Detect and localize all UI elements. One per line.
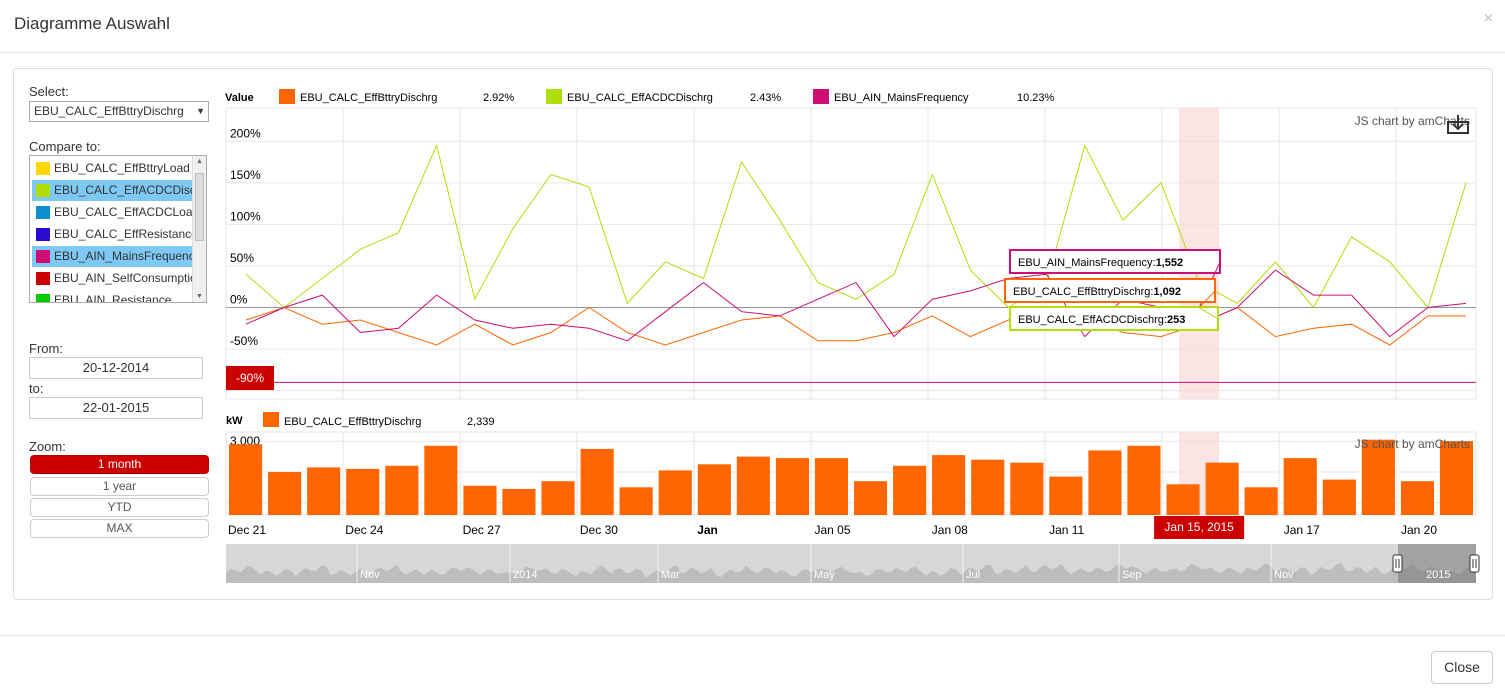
scrollbar-right-grip-icon[interactable]	[1470, 555, 1479, 572]
y-tick-label: 100%	[230, 209, 261, 223]
volume-bar	[229, 444, 262, 515]
volume-bar	[1245, 487, 1278, 515]
volume-bar	[1206, 463, 1239, 515]
volume-bar	[581, 449, 614, 515]
balloon-text: EBU_CALC_EffBttryDischrg:1,092	[1013, 286, 1181, 298]
volume-bar	[502, 489, 535, 515]
scrollbar-label: May	[814, 569, 835, 581]
legend-marker[interactable]	[263, 412, 279, 427]
value-axis-title: Value	[225, 92, 254, 104]
scrollbar-label: Sep	[1122, 569, 1142, 581]
legend-label[interactable]: EBU_AIN_MainsFrequency	[834, 92, 969, 104]
stock-chart[interactable]: Value EBU_CALC_EffBttryDischrg 2.92% EBU_C…	[0, 0, 1505, 600]
value-series-lines	[246, 145, 1466, 345]
legend-marker[interactable]	[546, 89, 562, 104]
x-tick-label: Jan 17	[1284, 523, 1320, 537]
legend-marker[interactable]	[279, 89, 295, 104]
legend-value: 2.43%	[750, 92, 781, 104]
volume-bar	[776, 458, 809, 515]
y-tick-label: -50%	[230, 334, 258, 348]
legend-value: 2,339	[467, 416, 495, 428]
legend-label[interactable]: EBU_CALC_EffACDCDischrg	[567, 92, 713, 104]
volume-bar	[620, 487, 653, 515]
volume-bar	[854, 481, 887, 515]
volume-bar	[463, 486, 496, 515]
x-tick-label: Dec 30	[580, 523, 618, 537]
volume-bar	[1284, 458, 1317, 515]
value-panel: Value EBU_CALC_EffBttryDischrg 2.92% EBU_C…	[225, 89, 1476, 399]
scrollbar-label: Jul	[966, 569, 980, 581]
legend-value: 10.23%	[1017, 92, 1055, 104]
x-tick-label: Jan 20	[1401, 523, 1437, 537]
y-tick-label: 150%	[230, 168, 261, 182]
chart-scrollbar[interactable]: Nov 2014 Mar May Jul Sep Nov 2015	[226, 544, 1479, 583]
volume-bar	[737, 457, 770, 515]
scrollbar-label: Nov	[360, 569, 380, 581]
value-vertical-grid	[343, 108, 1396, 399]
volume-bar	[971, 460, 1004, 515]
x-tick-label: Jan 11	[1049, 523, 1084, 537]
volume-bar	[1010, 463, 1043, 515]
volume-bar	[385, 466, 418, 515]
volume-bar	[1127, 446, 1160, 515]
x-tick-label: Jan 05	[815, 523, 851, 537]
x-tick-label: Jan 08	[932, 523, 968, 537]
legend-value: 2.92%	[483, 92, 514, 104]
x-tick-label: Dec 27	[463, 523, 501, 537]
value-legend[interactable]: EBU_CALC_EffBttryDischrg 2.92% EBU_CALC_Ef…	[279, 89, 1055, 104]
x-axis-ticks: Dec 21 Dec 24 Dec 27 Dec 30 Jan Jan 05 Jan 08 J…	[228, 523, 1437, 537]
x-tick-label: Dec 24	[345, 523, 383, 537]
amcharts-credit-volume[interactable]: JS chart by amCharts	[1355, 437, 1470, 451]
volume-bar	[659, 470, 692, 515]
scrollbar-label: Nov	[1274, 569, 1294, 581]
volume-bar	[1323, 480, 1356, 515]
volume-bar	[1088, 450, 1121, 515]
series-line	[246, 270, 1466, 341]
volume-axis-title: kW	[226, 415, 243, 427]
volume-bar	[346, 469, 379, 515]
volume-bar	[932, 455, 965, 515]
y-tick-label: 200%	[230, 126, 261, 140]
cursor-value-label: -90%	[236, 371, 264, 385]
volume-bar	[815, 458, 848, 515]
legend-label[interactable]: EBU_CALC_EffBttryDischrg	[284, 416, 421, 428]
volume-bar	[1167, 484, 1200, 515]
volume-bar	[268, 472, 301, 515]
x-tick-label: Dec 21	[228, 523, 266, 537]
scrollbar-label: Mar	[661, 569, 680, 581]
scrollbar-label: 2014	[513, 569, 537, 581]
volume-legend[interactable]: EBU_CALC_EffBttryDischrg 2,339	[263, 412, 495, 428]
volume-bar	[542, 481, 575, 515]
x-tick-label: Jan	[697, 523, 718, 537]
cursor-date-label: Jan 15, 2015	[1164, 520, 1234, 534]
close-button[interactable]: Close	[1431, 651, 1493, 684]
legend-label[interactable]: EBU_CALC_EffBttryDischrg	[300, 92, 437, 104]
volume-bar	[698, 464, 731, 515]
value-horizontal-grid: 200%150%100%50%0%-50%-100%	[226, 126, 1476, 390]
value-plot-area	[226, 108, 1476, 399]
y-tick-label: 50%	[230, 251, 254, 265]
volume-bars	[229, 440, 1473, 515]
volume-bar	[424, 446, 457, 515]
volume-bar	[1401, 481, 1434, 515]
volume-bar	[1440, 441, 1473, 515]
scrollbar-label: 2015	[1426, 569, 1450, 581]
series-line	[246, 308, 1466, 346]
y-tick-label: 0%	[230, 293, 248, 307]
legend-marker[interactable]	[813, 89, 829, 104]
volume-bar	[893, 466, 926, 515]
volume-bar	[1049, 477, 1082, 515]
volume-bar	[307, 467, 340, 515]
scrollbar-left-grip-icon[interactable]	[1393, 555, 1402, 572]
balloon-text: EBU_AIN_MainsFrequency:1,552	[1018, 257, 1183, 269]
value-balloons: EBU_AIN_MainsFrequency:1,552 EBU_CALC_Eff…	[1005, 250, 1220, 330]
balloon-text: EBU_CALC_EffACDCDischrg:253	[1018, 314, 1185, 326]
modal-footer-divider	[0, 635, 1505, 636]
